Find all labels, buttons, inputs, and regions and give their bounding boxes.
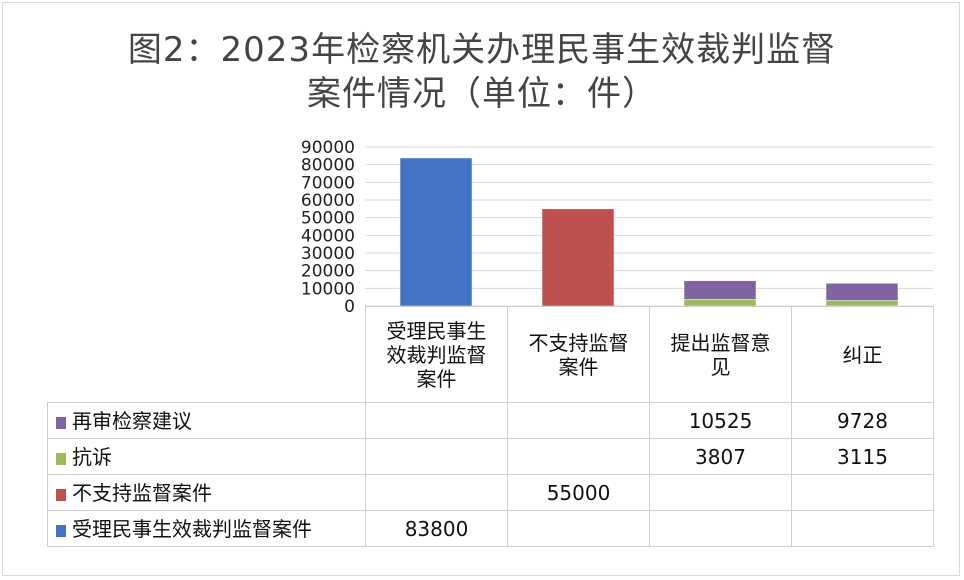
data-label: 3807: [649, 438, 792, 475]
legend-entry: 抗诉: [47, 438, 366, 475]
y-tick-label: 80000: [301, 156, 355, 176]
data-label: 10525: [649, 402, 792, 439]
data-label: 3115: [791, 438, 934, 475]
y-tick-label: 90000: [301, 138, 355, 158]
category-label-line: 案件: [558, 354, 599, 379]
data-label: [649, 474, 792, 511]
legend-entry: 受理民事生效裁判监督案件: [47, 510, 366, 547]
data-label: [365, 438, 508, 475]
data-label: [791, 474, 934, 511]
y-tick-label: 40000: [301, 226, 355, 246]
y-tick-label: 60000: [301, 191, 355, 211]
category-label: 不支持监督 案件: [507, 306, 650, 403]
data-table: 受理民事生 效裁判监督 案件 不支持监督 案件 提出监督意见纠正 再审检察建议 10525 97…: [47, 306, 934, 547]
chart-title-line-2: 案件情况（单位：件）: [307, 74, 657, 114]
legend-label: 再审检察建议: [72, 408, 192, 433]
y-tick-label: 50000: [301, 209, 355, 229]
bar: [399, 157, 473, 307]
category-label-line: 提出监督意: [670, 330, 771, 355]
legend-swatch: [56, 524, 66, 537]
data-label: [649, 510, 792, 547]
table-row: 受理民事生效裁判监督案件 83800: [47, 510, 934, 547]
data-label: 55000: [507, 474, 650, 511]
legend-label: 不支持监督案件: [72, 480, 212, 505]
legend-swatch: [56, 452, 66, 465]
y-tick-label: 20000: [301, 262, 355, 282]
category-label-line: 效裁判监督: [386, 342, 487, 367]
data-label: [365, 474, 508, 511]
bar: [541, 208, 615, 307]
legend-entry: 不支持监督案件: [47, 474, 366, 511]
y-tick-label: 10000: [301, 279, 355, 299]
category-label-line: 纠正: [842, 342, 883, 367]
category-label-line: 见: [710, 354, 731, 379]
legend-label: 受理民事生效裁判监督案件: [72, 516, 312, 541]
legend-swatch: [56, 488, 66, 501]
data-label: 83800: [365, 510, 508, 547]
data-label: [791, 510, 934, 547]
bar: [683, 280, 757, 300]
legend-label: 抗诉: [72, 444, 112, 469]
data-label: [507, 510, 650, 547]
category-label: 提出监督意见: [649, 306, 792, 403]
category-label: 纠正: [791, 306, 934, 403]
legend-swatch: [56, 416, 66, 429]
bar: [825, 283, 899, 301]
table-row: 不支持监督案件 55000: [47, 474, 934, 511]
table-row: 再审检察建议 10525 9728: [47, 402, 934, 439]
y-tick-label: 30000: [301, 244, 355, 264]
chart-title-line-1: 图2：2023年检察机关办理民事生效裁判监督: [127, 30, 837, 70]
category-label: 受理民事生 效裁判监督 案件: [365, 306, 508, 403]
data-label: [365, 402, 508, 439]
y-tick-label: 70000: [301, 173, 355, 193]
bars: [399, 157, 899, 307]
data-label: 9728: [791, 402, 934, 439]
bar: [683, 299, 757, 307]
table-corner: [47, 306, 366, 403]
category-label-line: 受理民事生: [386, 318, 487, 343]
data-label: [507, 402, 650, 439]
data-label: [507, 438, 650, 475]
table-header-row: 受理民事生 效裁判监督 案件 不支持监督 案件 提出监督意见纠正: [47, 306, 934, 403]
table-row: 抗诉 3807 3115: [47, 438, 934, 475]
category-label-line: 不支持监督: [528, 330, 629, 355]
category-label-line: 案件: [416, 366, 457, 391]
legend-entry: 再审检察建议: [47, 402, 366, 439]
y-axis-tick-labels: 0100002000030000400005000060000700008000…: [301, 138, 355, 317]
